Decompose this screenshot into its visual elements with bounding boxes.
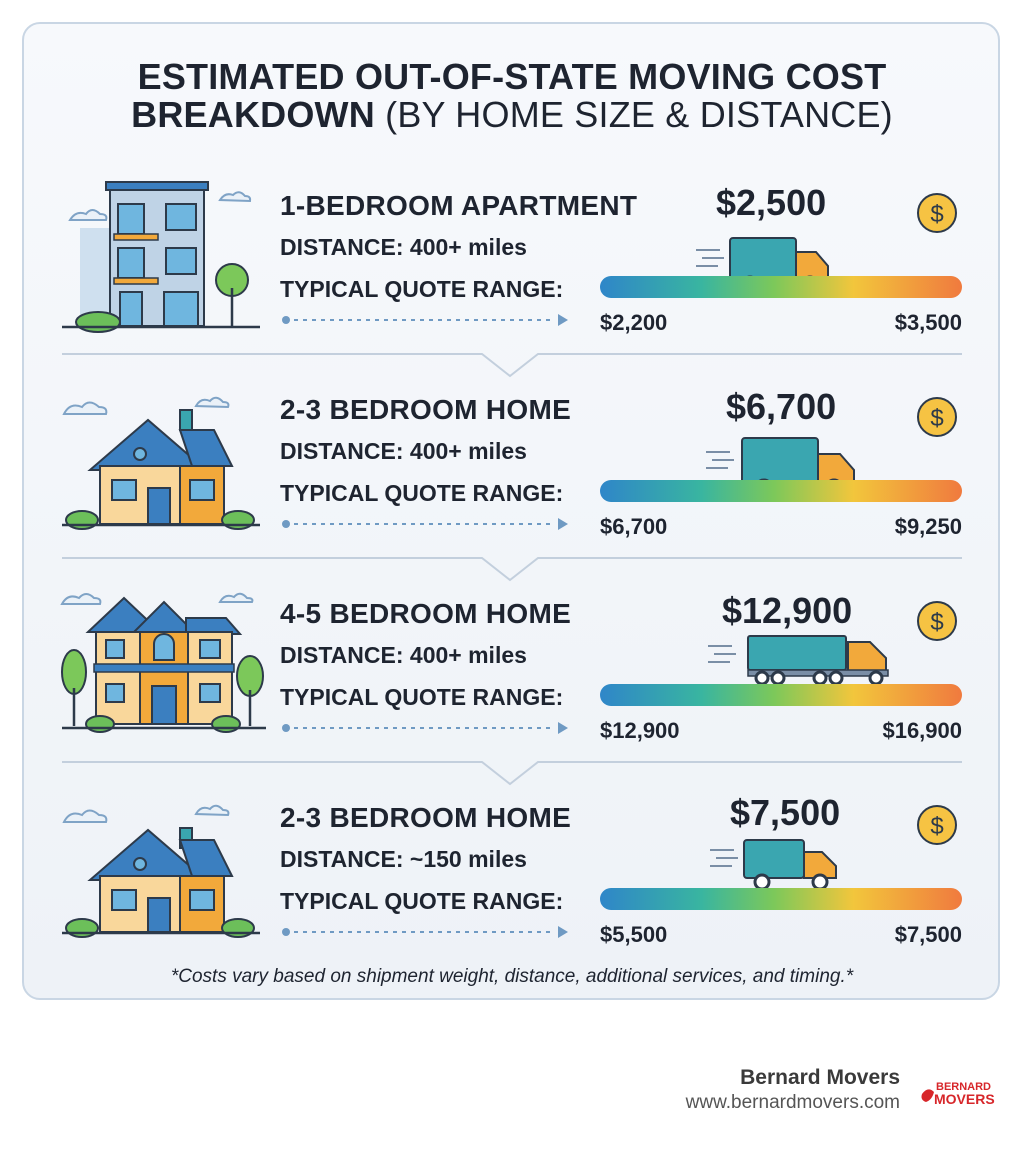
bernard-movers-logo: BERNARD MOVERS	[921, 1081, 995, 1107]
house-icon	[62, 396, 260, 530]
dotted-arrow-icon	[282, 518, 568, 530]
apartment-building-icon	[62, 181, 260, 333]
section-divider	[62, 353, 962, 378]
estimated-price: $6,700	[726, 386, 837, 427]
page-title-rest: (BY HOME SIZE & DISTANCE)	[385, 94, 893, 135]
dollar-coin-icon: $	[917, 193, 957, 233]
truck-icon	[710, 839, 837, 890]
range-label: TYPICAL QUOTE RANGE:	[280, 276, 564, 302]
section-divider	[62, 761, 962, 786]
range-label: TYPICAL QUOTE RANGE:	[280, 888, 564, 914]
distance-label: DISTANCE: 400+ miles	[280, 642, 527, 668]
home-size-label: 1-BEDROOM APARTMENT	[280, 190, 638, 221]
range-high: $7,500	[894, 922, 962, 947]
dotted-arrow-icon	[282, 722, 568, 734]
dollar-coin-icon: $	[917, 601, 957, 641]
truck-icon	[708, 635, 889, 686]
large-house-icon	[60, 592, 266, 733]
range-low: $12,900	[600, 718, 680, 743]
range-low: $2,200	[600, 310, 668, 335]
cost-row-2: 2-3 BEDROOM HOME DISTANCE: 400+ miles TY…	[0, 384, 1024, 574]
footer: Bernard Movers www.bernardmovers.com BER…	[0, 1024, 1024, 1154]
footnote: *Costs vary based on shipment weight, di…	[170, 966, 854, 987]
home-size-label: 4-5 BEDROOM HOME	[280, 598, 572, 629]
distance-label: DISTANCE: ~150 miles	[280, 846, 527, 872]
quote-range-bar	[600, 276, 962, 298]
range-high: $16,900	[882, 718, 962, 743]
estimated-price: $12,900	[722, 590, 853, 631]
dotted-arrow-icon	[282, 314, 568, 326]
cost-row-1: 1-BEDROOM APARTMENT DISTANCE: 400+ miles…	[0, 180, 1024, 370]
dollar-coin-icon: $	[917, 805, 957, 845]
distance-label: DISTANCE: 400+ miles	[280, 438, 527, 464]
cost-row-3: 4-5 BEDROOM HOME DISTANCE: 400+ miles TY…	[0, 588, 1024, 778]
quote-range-bar	[600, 888, 962, 910]
range-label: TYPICAL QUOTE RANGE:	[280, 684, 564, 710]
dotted-arrow-icon	[282, 926, 568, 938]
dollar-coin-icon: $	[917, 397, 957, 437]
website-link[interactable]: www.bernardmovers.com	[685, 1092, 900, 1113]
svg-text:MOVERS: MOVERS	[934, 1091, 995, 1107]
estimated-price: $2,500	[716, 182, 827, 223]
distance-label: DISTANCE: 400+ miles	[280, 234, 527, 260]
range-high: $9,250	[894, 514, 962, 539]
quote-range-bar	[600, 684, 962, 706]
house-icon	[62, 804, 260, 938]
cost-row-4: 2-3 BEDROOM HOME DISTANCE: ~150 miles TY…	[0, 792, 1024, 982]
range-low: $5,500	[600, 922, 668, 947]
svg-text:$: $	[930, 201, 943, 228]
svg-text:$: $	[930, 405, 943, 432]
page-title-line2: BREAKDOWN (BY HOME SIZE & DISTANCE)	[0, 92, 1024, 138]
page-title-line1: ESTIMATED OUT-OF-STATE MOVING COST	[137, 56, 887, 97]
range-low: $6,700	[600, 514, 668, 539]
brand-name: Bernard Movers	[740, 1066, 900, 1089]
page-title-bold: BREAKDOWN	[131, 94, 375, 135]
home-size-label: 2-3 BEDROOM HOME	[280, 394, 572, 425]
section-divider	[62, 557, 962, 582]
quote-range-bar	[600, 480, 962, 502]
home-size-label: 2-3 BEDROOM HOME	[280, 802, 572, 833]
estimated-price: $7,500	[730, 792, 841, 833]
range-label: TYPICAL QUOTE RANGE:	[280, 480, 564, 506]
svg-text:BERNARD: BERNARD	[936, 1081, 991, 1093]
svg-text:$: $	[930, 813, 943, 840]
svg-text:$: $	[930, 609, 943, 636]
range-high: $3,500	[894, 310, 962, 335]
